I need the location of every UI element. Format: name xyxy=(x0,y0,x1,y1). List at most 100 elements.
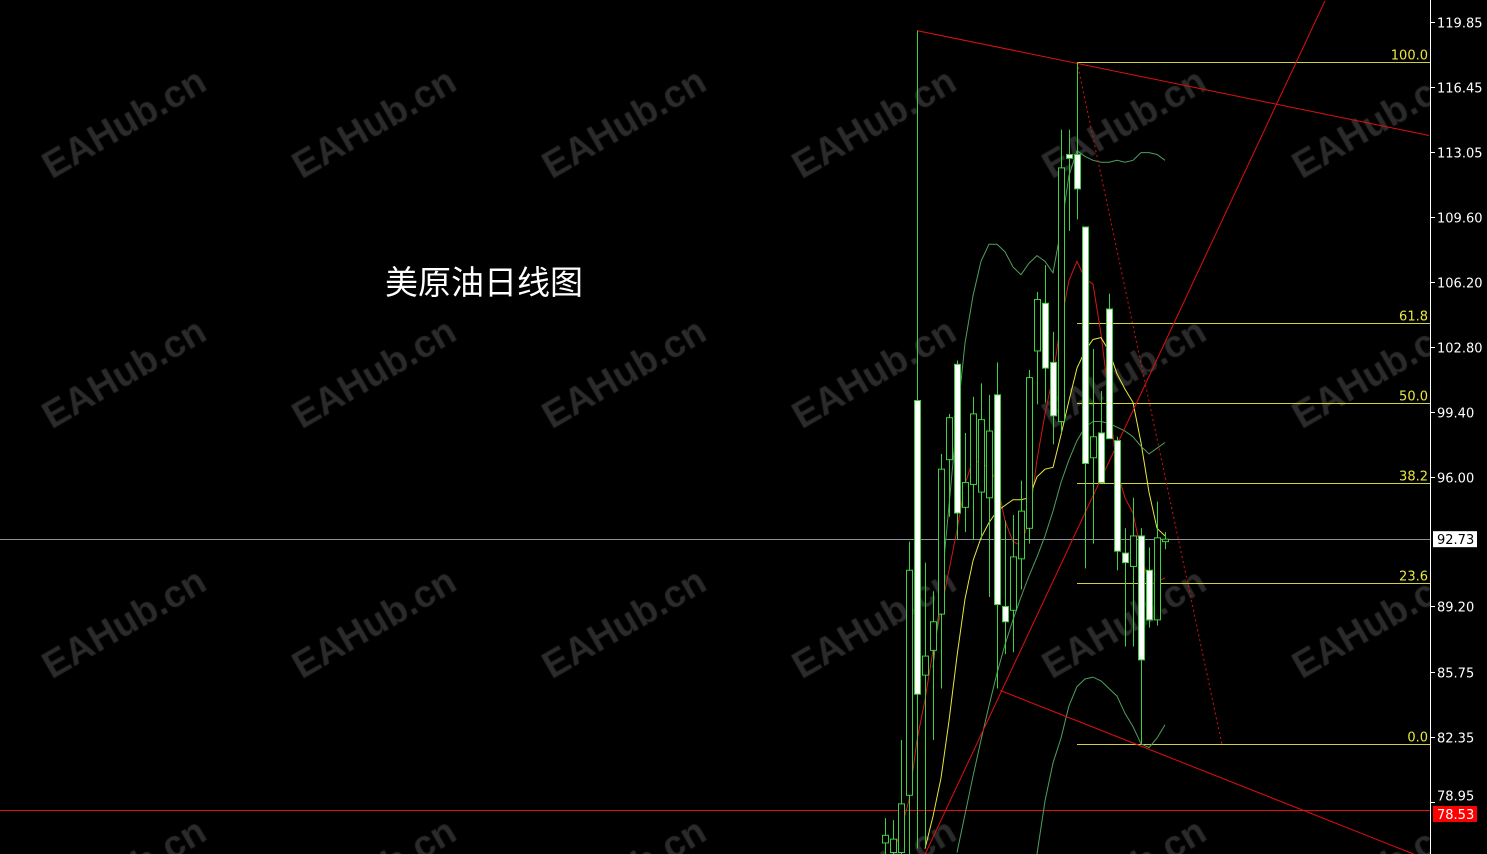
dotted-trendline xyxy=(1076,61,1223,744)
candle xyxy=(930,591,937,740)
candle xyxy=(1146,547,1153,628)
candle xyxy=(890,820,897,854)
candle xyxy=(970,396,977,540)
candle-body xyxy=(938,468,945,615)
candle xyxy=(1018,480,1025,590)
candle-body xyxy=(1018,510,1025,560)
alert-price-tag: 78.53 xyxy=(1437,808,1474,823)
candle xyxy=(1138,528,1145,744)
candle-body xyxy=(1034,298,1041,352)
fibonacci-retracement: 100.0 61.8 50.0 38.2 23.6 0.0 xyxy=(1077,49,1430,746)
candle xyxy=(1002,520,1009,655)
candle-body xyxy=(1050,361,1057,417)
candle xyxy=(946,413,953,517)
candle-body xyxy=(1074,154,1081,190)
candle-body xyxy=(906,569,913,796)
price-tick-label: 82.35 xyxy=(1437,732,1474,747)
candle xyxy=(962,432,969,533)
candle-body xyxy=(922,655,929,676)
chart-title: 美原油日线图 xyxy=(385,263,583,302)
candle-body xyxy=(1026,377,1033,529)
band-middle-line xyxy=(956,421,1166,853)
candle xyxy=(1122,528,1129,647)
price-tick-label: 102.80 xyxy=(1437,342,1483,357)
band-lower-line xyxy=(1036,676,1166,854)
trendline xyxy=(916,30,1430,136)
candle-body xyxy=(1106,308,1113,440)
candle xyxy=(1058,129,1065,433)
candle-body xyxy=(994,394,1001,606)
candle xyxy=(1082,226,1089,569)
candle-body xyxy=(986,430,993,499)
candle-body xyxy=(1146,569,1153,621)
candle xyxy=(938,453,945,689)
candle-body xyxy=(1098,432,1105,484)
candle-body xyxy=(1138,535,1145,661)
candle xyxy=(1042,265,1049,403)
price-axis: 119.85 116.45 113.05 109.60 106.20 102.80 99.4… xyxy=(1431,17,1483,823)
price-tick-label: 85.75 xyxy=(1437,667,1474,682)
candle xyxy=(1066,129,1073,231)
price-tick-label: 116.45 xyxy=(1437,82,1483,97)
candle-body xyxy=(1162,538,1169,543)
price-axis-bg xyxy=(1430,0,1487,854)
candle xyxy=(1090,349,1097,544)
candle xyxy=(978,383,985,540)
horizontal-lines xyxy=(0,539,1430,811)
candle-body xyxy=(1154,537,1161,621)
alert-price-tag-bg xyxy=(1433,805,1477,822)
candle xyxy=(922,562,929,847)
candle-body xyxy=(1058,167,1065,423)
candle-body xyxy=(1122,552,1129,564)
candle-body xyxy=(962,482,969,508)
price-tick-label: 96.00 xyxy=(1437,472,1474,487)
candle xyxy=(1162,532,1169,550)
candle xyxy=(906,541,913,854)
candle xyxy=(914,30,921,849)
price-tick-label: 78.95 xyxy=(1437,790,1474,805)
candle-body xyxy=(1082,226,1089,464)
candle-body xyxy=(898,803,905,853)
candle-body xyxy=(1066,154,1073,159)
candle xyxy=(1034,291,1041,405)
candle-body xyxy=(1042,302,1049,369)
candle-body xyxy=(882,834,889,844)
ma-slow-line xyxy=(924,337,1166,849)
fibo-level-label: 100.0 xyxy=(1391,49,1428,64)
candle xyxy=(1010,514,1017,653)
current-price-tag-bg xyxy=(1433,531,1477,548)
candle-body xyxy=(1130,535,1137,567)
candle xyxy=(1050,331,1057,445)
price-tick-label: 113.05 xyxy=(1437,147,1483,162)
candle xyxy=(1098,391,1105,484)
candle xyxy=(898,739,905,854)
candles xyxy=(882,30,1169,854)
fibo-level-label: 23.6 xyxy=(1399,570,1428,585)
fibo-level-label: 38.2 xyxy=(1399,470,1428,485)
candle-body xyxy=(1090,436,1097,459)
candle-body xyxy=(954,363,961,514)
candle xyxy=(1114,436,1121,571)
trendline xyxy=(1000,689,1414,854)
candle-body xyxy=(1002,605,1009,623)
candle xyxy=(1106,293,1113,440)
candle xyxy=(1074,62,1081,220)
price-tick-label: 89.20 xyxy=(1437,601,1474,616)
candle-body xyxy=(930,621,937,651)
candle xyxy=(882,818,889,854)
fibo-level-label: 0.0 xyxy=(1407,731,1428,746)
current-price-tag: 92.73 xyxy=(1437,533,1474,548)
candle-body xyxy=(914,400,921,695)
candle-body xyxy=(970,413,977,485)
candle-body xyxy=(890,838,897,853)
candle-body xyxy=(946,417,953,461)
candle xyxy=(994,362,1001,689)
price-tick-label: 99.40 xyxy=(1437,407,1474,422)
candle xyxy=(1130,497,1137,647)
candle-body xyxy=(1010,556,1017,611)
trendlines xyxy=(916,0,1430,854)
candle-body xyxy=(978,419,985,493)
